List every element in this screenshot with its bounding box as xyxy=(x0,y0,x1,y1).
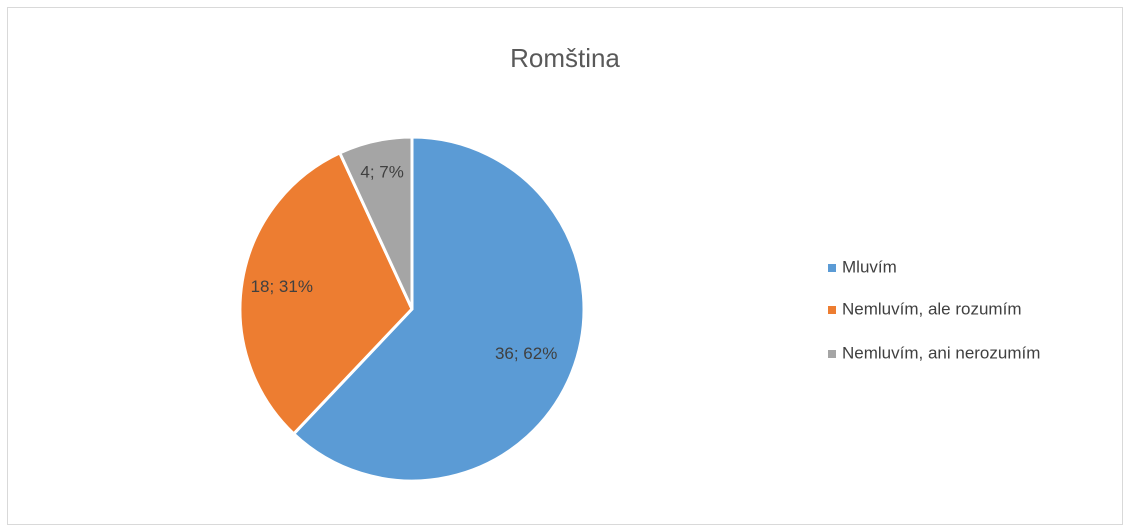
data-label: 36; 62% xyxy=(495,344,557,363)
data-label: 18; 31% xyxy=(251,277,313,296)
pie-slice xyxy=(338,135,414,311)
legend-label: Nemluvím, ani nerozumím xyxy=(842,343,1040,362)
legend-label: Nemluvím, ale rozumím xyxy=(842,299,1021,318)
data-label: 4; 7% xyxy=(360,163,403,182)
chart-title: Romština xyxy=(510,43,620,73)
legend-swatch xyxy=(828,350,836,358)
legend-swatch xyxy=(828,306,836,314)
legend-swatch xyxy=(828,264,836,272)
pie-slice xyxy=(238,151,414,436)
legend-label: Mluvím xyxy=(842,257,897,276)
pie-slice xyxy=(292,135,586,483)
